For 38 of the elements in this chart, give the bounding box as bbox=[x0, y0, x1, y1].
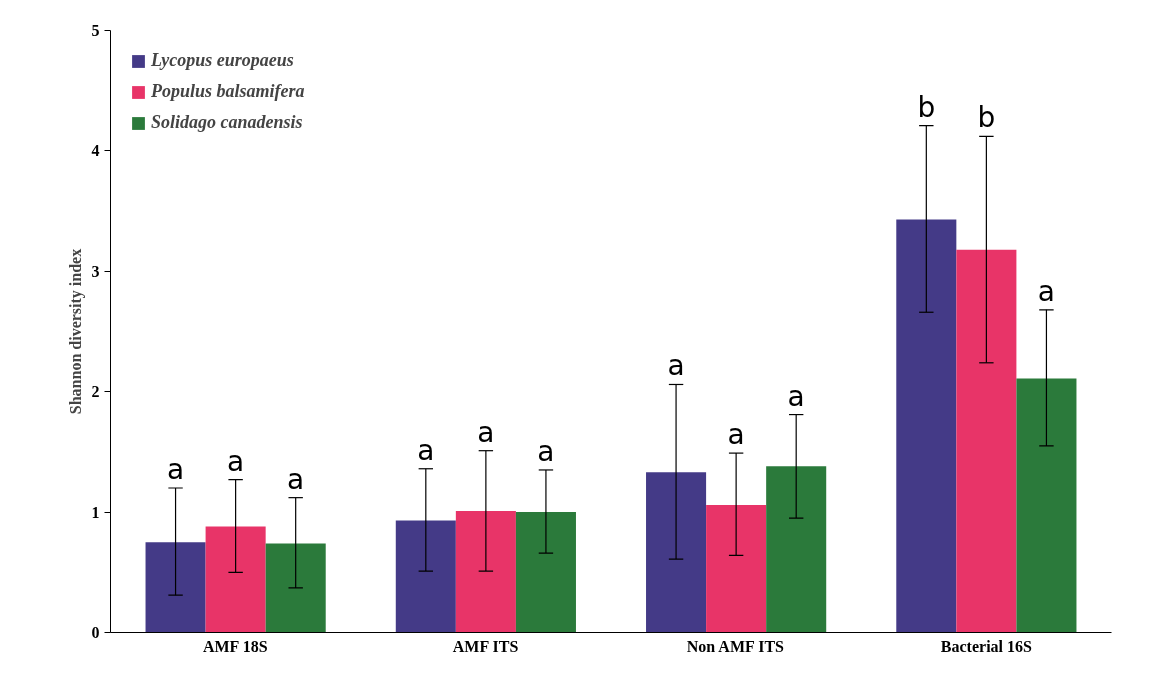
x-tick-label: Non AMF ITS bbox=[686, 637, 785, 655]
x-tick-label: AMF 18S bbox=[202, 637, 268, 655]
bar bbox=[706, 504, 767, 633]
y-axis-title: Shannon diversity index bbox=[66, 248, 85, 415]
y-tick-label: 2 bbox=[91, 383, 100, 401]
annotation: a bbox=[287, 462, 305, 496]
y-tick-label: 1 bbox=[91, 503, 100, 521]
annotation: a bbox=[166, 453, 185, 487]
y-tick-label: 4 bbox=[91, 142, 100, 160]
annotation: a bbox=[667, 349, 685, 383]
bar bbox=[956, 249, 1017, 633]
bar bbox=[515, 512, 576, 633]
annotation: b bbox=[917, 90, 936, 124]
legend-label: Populus balsamifera bbox=[151, 81, 305, 102]
x-tick-label: AMF ITS bbox=[452, 637, 519, 655]
legend-label: Solidago canadensis bbox=[151, 112, 303, 133]
bar bbox=[395, 520, 456, 633]
bar bbox=[896, 219, 957, 633]
annotation: a bbox=[1037, 274, 1056, 308]
annotation: b bbox=[977, 101, 996, 135]
bar bbox=[766, 466, 827, 633]
y-tick-label: 0 bbox=[91, 624, 100, 641]
x-tick-label: Bacterial 16S bbox=[940, 637, 1033, 655]
annotation: a bbox=[727, 418, 745, 452]
bar bbox=[646, 472, 707, 633]
y-tick-label: 5 bbox=[91, 22, 100, 39]
y-tick-label: 3 bbox=[91, 262, 100, 280]
legend-label: Lycopus europaeus bbox=[151, 50, 294, 71]
bar bbox=[1016, 378, 1077, 633]
bar bbox=[455, 510, 516, 633]
annotation: a bbox=[537, 434, 555, 468]
bar bbox=[205, 526, 266, 633]
annotation: a bbox=[227, 444, 245, 478]
bar bbox=[265, 543, 326, 633]
annotation: a bbox=[787, 379, 805, 413]
annotation: a bbox=[477, 415, 495, 449]
annotation: a bbox=[417, 433, 435, 467]
bar bbox=[145, 542, 206, 633]
